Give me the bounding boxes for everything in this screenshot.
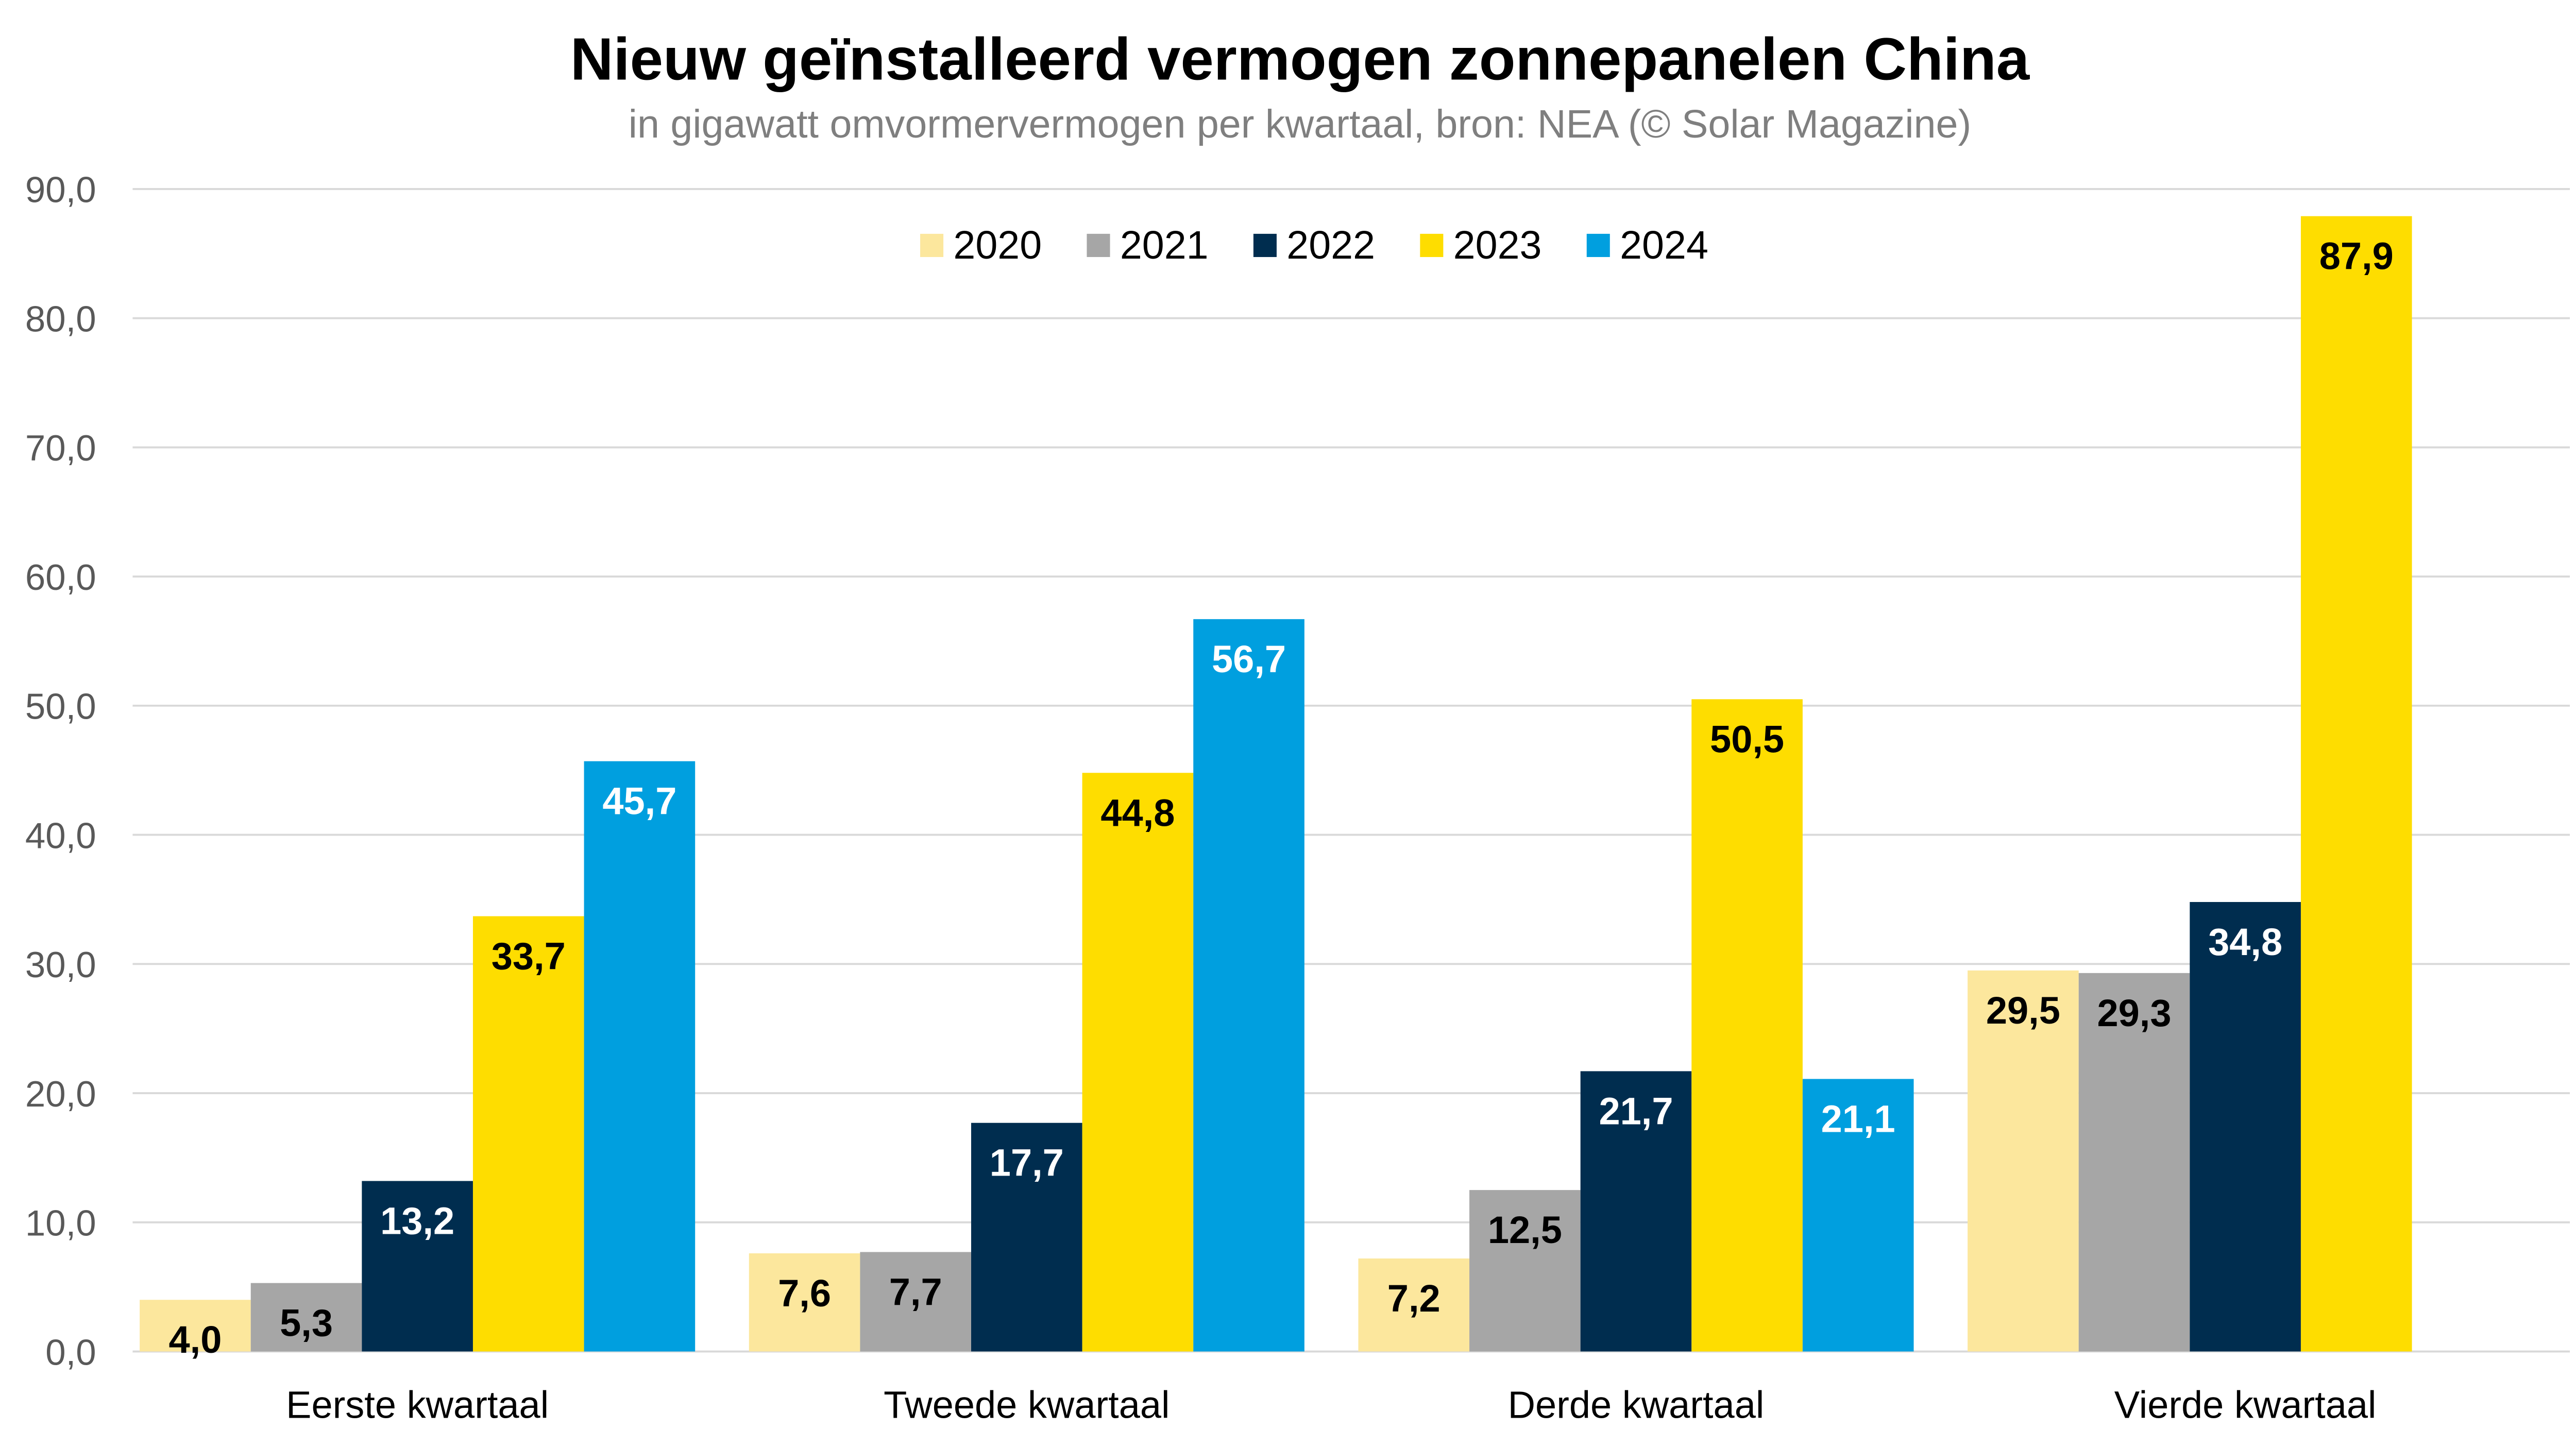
y-tick-label: 70,0 bbox=[25, 428, 96, 469]
y-axis-ticks: 0,0 10,0 20,0 30,0 40,0 50,0 60,0 70,0 80,0 90,0 bbox=[25, 170, 96, 1373]
y-tick-label: 80,0 bbox=[25, 299, 96, 339]
bar bbox=[1193, 619, 1304, 1352]
bar bbox=[971, 1122, 1082, 1352]
bar bbox=[860, 1252, 972, 1352]
data-label: 7,2 bbox=[1387, 1277, 1440, 1320]
bars bbox=[140, 216, 2412, 1352]
y-tick-label: 90,0 bbox=[25, 170, 96, 211]
bar bbox=[140, 1300, 251, 1352]
y-tick-label: 20,0 bbox=[25, 1074, 96, 1115]
y-tick-label: 60,0 bbox=[25, 557, 96, 598]
legend-swatch bbox=[920, 233, 944, 257]
legend-swatch bbox=[1253, 233, 1277, 257]
data-label: 33,7 bbox=[492, 935, 566, 978]
bar bbox=[472, 916, 584, 1352]
bar bbox=[749, 1253, 860, 1352]
x-category-label: Eerste kwartaal bbox=[286, 1383, 549, 1426]
data-label: 7,6 bbox=[778, 1272, 831, 1315]
legend-swatch bbox=[1087, 233, 1110, 257]
legend-label: 2020 bbox=[953, 223, 1042, 267]
data-label: 13,2 bbox=[380, 1200, 454, 1243]
bar bbox=[1358, 1258, 1470, 1352]
data-label: 17,7 bbox=[990, 1142, 1064, 1184]
y-tick-label: 30,0 bbox=[25, 945, 96, 985]
data-label: 12,5 bbox=[1488, 1209, 1562, 1251]
bar bbox=[2300, 216, 2412, 1352]
legend-label: 2021 bbox=[1120, 223, 1209, 267]
bar bbox=[1082, 773, 1194, 1352]
data-label: 7,7 bbox=[889, 1270, 942, 1313]
y-tick-label: 10,0 bbox=[25, 1203, 96, 1244]
chart-subtitle: in gigawatt omvormervermogen per kwartaa… bbox=[629, 102, 1971, 146]
bar bbox=[1802, 1079, 1914, 1352]
data-labels: 4,0 5,3 13,2 33,7 45,7 7,6 7,7 17,7 44,8 56,7 7,2 1… bbox=[168, 235, 2393, 1362]
bar bbox=[1691, 699, 1803, 1352]
bar bbox=[250, 1283, 362, 1352]
bar bbox=[1580, 1071, 1692, 1352]
bar bbox=[362, 1181, 473, 1352]
bar bbox=[584, 761, 696, 1352]
legend-swatch bbox=[1420, 233, 1444, 257]
data-label: 5,3 bbox=[280, 1302, 333, 1345]
data-label: 4,0 bbox=[168, 1318, 222, 1361]
y-tick-label: 50,0 bbox=[25, 687, 96, 727]
data-label: 87,9 bbox=[2319, 235, 2394, 278]
legend-swatch bbox=[1586, 233, 1610, 257]
legend-label: 2023 bbox=[1453, 223, 1542, 267]
legend-label: 2022 bbox=[1286, 223, 1375, 267]
x-axis-categories: Eerste kwartaal Tweede kwartaal Derde kwar… bbox=[286, 1383, 2376, 1426]
data-label: 45,7 bbox=[602, 780, 676, 823]
data-label: 44,8 bbox=[1100, 791, 1175, 834]
x-category-label: Derde kwartaal bbox=[1508, 1383, 1765, 1426]
y-tick-label: 40,0 bbox=[25, 815, 96, 856]
data-label: 34,8 bbox=[2208, 921, 2282, 963]
chart-title: Nieuw geïnstalleerd vermogen zonnepanele… bbox=[570, 25, 2030, 92]
data-label: 29,5 bbox=[1986, 989, 2060, 1032]
data-label: 21,1 bbox=[1821, 1097, 1895, 1140]
y-tick-label: 0,0 bbox=[45, 1332, 96, 1373]
data-label: 29,3 bbox=[2097, 992, 2171, 1034]
x-category-label: Tweede kwartaal bbox=[884, 1383, 1170, 1426]
bar bbox=[2190, 901, 2301, 1352]
legend-label: 2024 bbox=[1620, 223, 1708, 267]
data-label: 50,5 bbox=[1710, 718, 1784, 760]
data-label: 56,7 bbox=[1212, 638, 1286, 681]
bar bbox=[1469, 1190, 1581, 1352]
data-label: 21,7 bbox=[1599, 1090, 1673, 1132]
x-category-label: Vierde kwartaal bbox=[2114, 1383, 2377, 1426]
bar bbox=[2078, 973, 2190, 1352]
legend: 2020 2021 2022 2023 2024 bbox=[920, 223, 1708, 267]
bar bbox=[1968, 970, 2079, 1352]
